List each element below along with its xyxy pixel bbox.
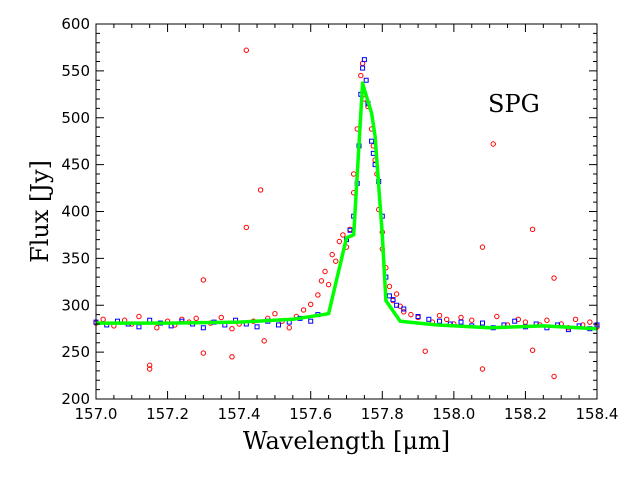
data-point-square xyxy=(308,318,314,324)
data-point-circle xyxy=(261,338,267,344)
data-point-square xyxy=(276,322,282,328)
x-axis-title: Wavelength [μm] xyxy=(243,427,450,455)
data-point-circle xyxy=(229,354,235,360)
data-point-circle xyxy=(572,316,579,323)
data-point-square xyxy=(254,324,260,330)
data-point-circle xyxy=(401,309,407,315)
data-point-circle xyxy=(218,314,224,321)
data-point-circle xyxy=(436,312,443,319)
data-point-circle xyxy=(393,291,400,297)
data-point-square xyxy=(360,65,366,71)
data-point-circle xyxy=(322,268,328,275)
y-tick-label: 250 xyxy=(61,343,90,361)
data-point-square xyxy=(136,324,142,330)
data-point-circle xyxy=(522,319,529,325)
data-point-circle xyxy=(479,366,486,372)
data-point-circle xyxy=(286,325,292,331)
x-tick-label: 157.6 xyxy=(289,405,332,423)
y-tick-label: 200 xyxy=(61,390,90,408)
data-point-circle xyxy=(551,373,557,380)
data-point-square xyxy=(415,314,421,319)
data-point-circle xyxy=(336,238,343,245)
chart-marks xyxy=(93,47,600,380)
data-point-circle xyxy=(340,232,346,238)
data-point-circle xyxy=(408,311,414,318)
data-point-circle xyxy=(529,226,536,233)
data-point-square xyxy=(479,320,485,326)
data-point-square xyxy=(369,138,375,144)
plot-frame xyxy=(95,23,598,400)
data-point-circle xyxy=(229,325,235,332)
data-point-circle xyxy=(146,366,153,372)
data-point-circle xyxy=(325,281,332,288)
data-point-circle xyxy=(300,307,307,313)
y-tick-label: 550 xyxy=(61,62,90,80)
x-tick-label: 158.2 xyxy=(504,405,547,423)
data-point-circle xyxy=(458,314,464,321)
y-tick-label: 400 xyxy=(61,203,90,221)
data-point-square xyxy=(401,306,407,312)
data-point-circle xyxy=(479,244,486,250)
data-point-circle xyxy=(494,313,500,320)
y-tick-label: 350 xyxy=(61,249,90,267)
data-point-circle xyxy=(444,316,450,323)
data-point-circle xyxy=(243,47,250,53)
data-point-circle xyxy=(422,348,428,354)
data-point-circle xyxy=(329,251,335,258)
data-point-circle xyxy=(308,301,314,308)
data-point-square xyxy=(200,325,206,331)
x-tick-label: 157.2 xyxy=(146,405,189,423)
data-point-square xyxy=(361,57,367,63)
data-point-circle xyxy=(386,283,393,290)
x-tick-label: 158.4 xyxy=(576,405,619,423)
data-point-square xyxy=(390,297,396,303)
x-tick-label: 157.4 xyxy=(218,405,261,423)
data-point-circle xyxy=(350,171,357,177)
data-point-circle xyxy=(146,362,153,368)
data-point-circle xyxy=(100,316,106,323)
fit-line xyxy=(96,81,598,331)
data-point-circle xyxy=(529,347,536,353)
y-axis-title: Flux [Jy] xyxy=(26,160,54,263)
data-point-circle xyxy=(490,141,496,147)
data-point-circle xyxy=(358,72,364,79)
x-tick-label: 157.0 xyxy=(75,405,118,423)
data-point-circle xyxy=(200,277,207,283)
data-point-square xyxy=(386,293,392,299)
data-point-circle xyxy=(397,303,403,309)
data-point-square xyxy=(363,77,369,83)
chart-annotation: SPG xyxy=(488,90,540,118)
x-tick-label: 158.0 xyxy=(432,405,475,423)
data-point-circle xyxy=(200,350,207,356)
data-point-circle xyxy=(551,275,557,281)
data-point-square xyxy=(426,316,432,322)
data-point-circle xyxy=(243,224,250,231)
data-point-circle xyxy=(318,278,325,284)
data-point-circle xyxy=(315,292,321,298)
y-tick-label: 600 xyxy=(61,15,90,33)
data-point-circle xyxy=(154,325,160,331)
data-point-circle xyxy=(193,315,199,322)
data-point-square xyxy=(512,318,518,324)
data-point-circle xyxy=(257,187,264,193)
data-point-square xyxy=(437,318,443,324)
data-point-circle xyxy=(469,317,475,323)
axis-ticks: 157.0 157.2 157.4 157.6 157.8 158.0 158.2 158.4… xyxy=(61,15,618,423)
data-point-circle xyxy=(272,310,278,317)
x-tick-label: 157.8 xyxy=(361,405,404,423)
data-point-circle xyxy=(587,319,593,325)
data-point-square xyxy=(458,319,464,325)
data-point-square xyxy=(347,227,353,233)
data-point-circle xyxy=(544,317,550,323)
y-tick-label: 450 xyxy=(61,156,90,174)
y-tick-label: 500 xyxy=(61,109,90,127)
data-point-square xyxy=(394,302,400,308)
data-point-circle xyxy=(136,313,142,320)
y-tick-label: 300 xyxy=(61,296,90,314)
data-point-circle xyxy=(333,258,339,264)
